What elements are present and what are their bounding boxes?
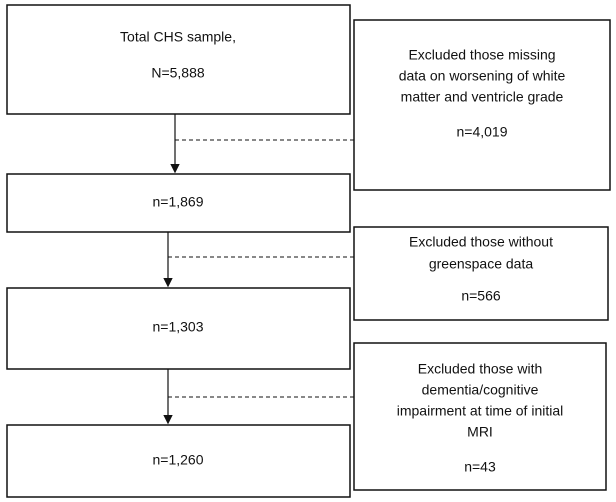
exclusion-box [353, 342, 607, 491]
exclusion-text: dementia/cognitive [422, 382, 539, 398]
exclusion-text: data on worsening of white [399, 68, 566, 84]
exclusion-text: Excluded those missing [408, 47, 555, 63]
node-text: n=1,303 [153, 319, 204, 335]
exclusion-text: greenspace data [429, 256, 534, 272]
node-box [6, 4, 351, 115]
exclusion-count: n=566 [461, 288, 501, 304]
exclusion-box [353, 226, 609, 321]
node-text: n=1,260 [153, 452, 204, 468]
node-text: N=5,888 [151, 65, 205, 81]
exclusion-text: Excluded those without [409, 234, 553, 250]
node-text: Total CHS sample, [120, 29, 236, 45]
node-box [6, 424, 351, 498]
node-box [6, 287, 351, 370]
exclusion-text: MRI [467, 424, 493, 440]
exclusion-text: impairment at time of initial [397, 403, 564, 419]
exclusion-count: n=43 [464, 459, 496, 475]
exclusion-text: matter and ventricle grade [401, 89, 564, 105]
exclusion-count: n=4,019 [457, 124, 508, 140]
exclusion-text: Excluded those with [418, 361, 543, 377]
node-text: n=1,869 [153, 194, 204, 210]
node-box [6, 173, 351, 233]
exclusion-box [353, 19, 611, 191]
